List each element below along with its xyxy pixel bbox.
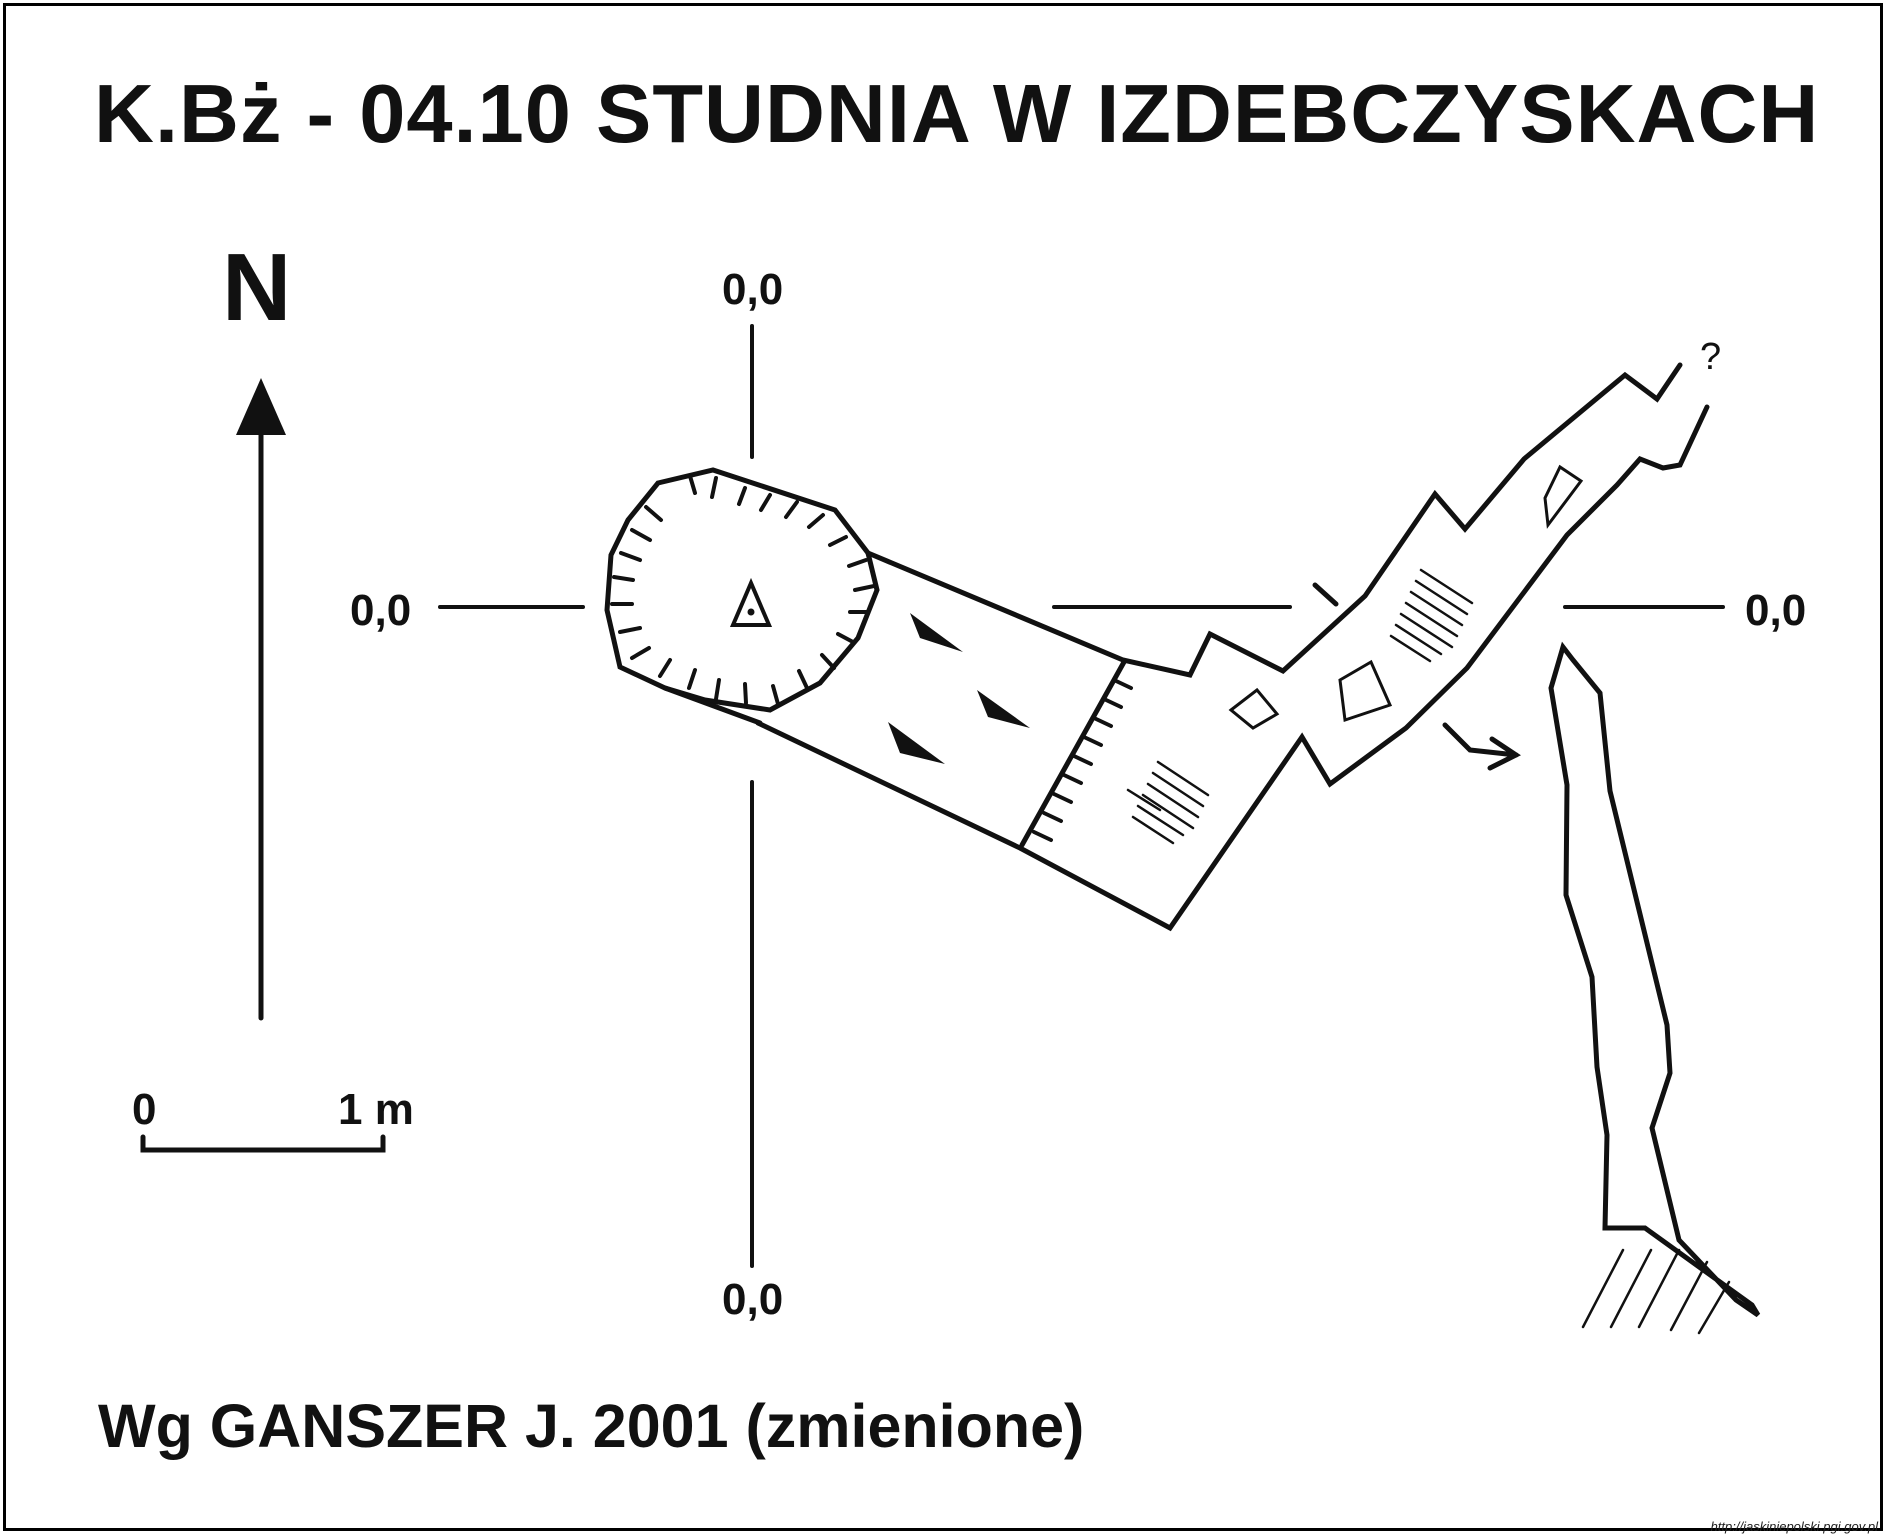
slope-triangle-icons: [888, 613, 1030, 764]
narrowing-mark: [1312, 582, 1339, 607]
north-label: N: [222, 234, 292, 341]
north-arrow-head: [236, 378, 286, 435]
passage-outline-lower: [755, 404, 1710, 932]
source-url: http://jaskiniepolski.pgi.gov.pl: [1710, 1519, 1878, 1534]
sediment-hatch-1: [1126, 760, 1210, 845]
boulder-icons: [1228, 464, 1584, 730]
coord-label-top: 0,0: [722, 265, 784, 314]
passage-closing-line: [662, 685, 763, 726]
unexplored-marker: ?: [1700, 336, 1722, 378]
entrance-shaft-outline: [604, 467, 880, 713]
profile-floor-hatch: [1581, 1248, 1731, 1335]
scale-end-label: 1 m: [338, 1085, 414, 1134]
continuation-arrow: [1442, 722, 1519, 758]
coord-label-bottom: 0,0: [722, 1275, 784, 1324]
survey-point-icon: [729, 577, 773, 627]
map-frame: [3, 3, 1883, 1531]
ledge-ticks: [1032, 678, 1133, 842]
passage-outline-upper: [865, 362, 1683, 678]
entrance-shaft-ticks: [610, 474, 876, 706]
ledge-line: [1019, 659, 1127, 848]
scale-start-label: 0: [132, 1085, 157, 1134]
author-credit: Wg GANSZER J. 2001 (zmienione): [98, 1392, 1085, 1460]
coord-label-left: 0,0: [350, 586, 412, 635]
sediment-hatch-2: [1389, 568, 1474, 663]
profile-section-outline: [1548, 641, 1761, 1318]
scale-bar: [140, 1134, 386, 1153]
map-title: K.Bż - 04.10 STUDNIA W IZDEBCZYSKACH: [94, 67, 1820, 160]
continuation-arrow-head: [1487, 736, 1521, 771]
coord-label-right: 0,0: [1745, 586, 1807, 635]
